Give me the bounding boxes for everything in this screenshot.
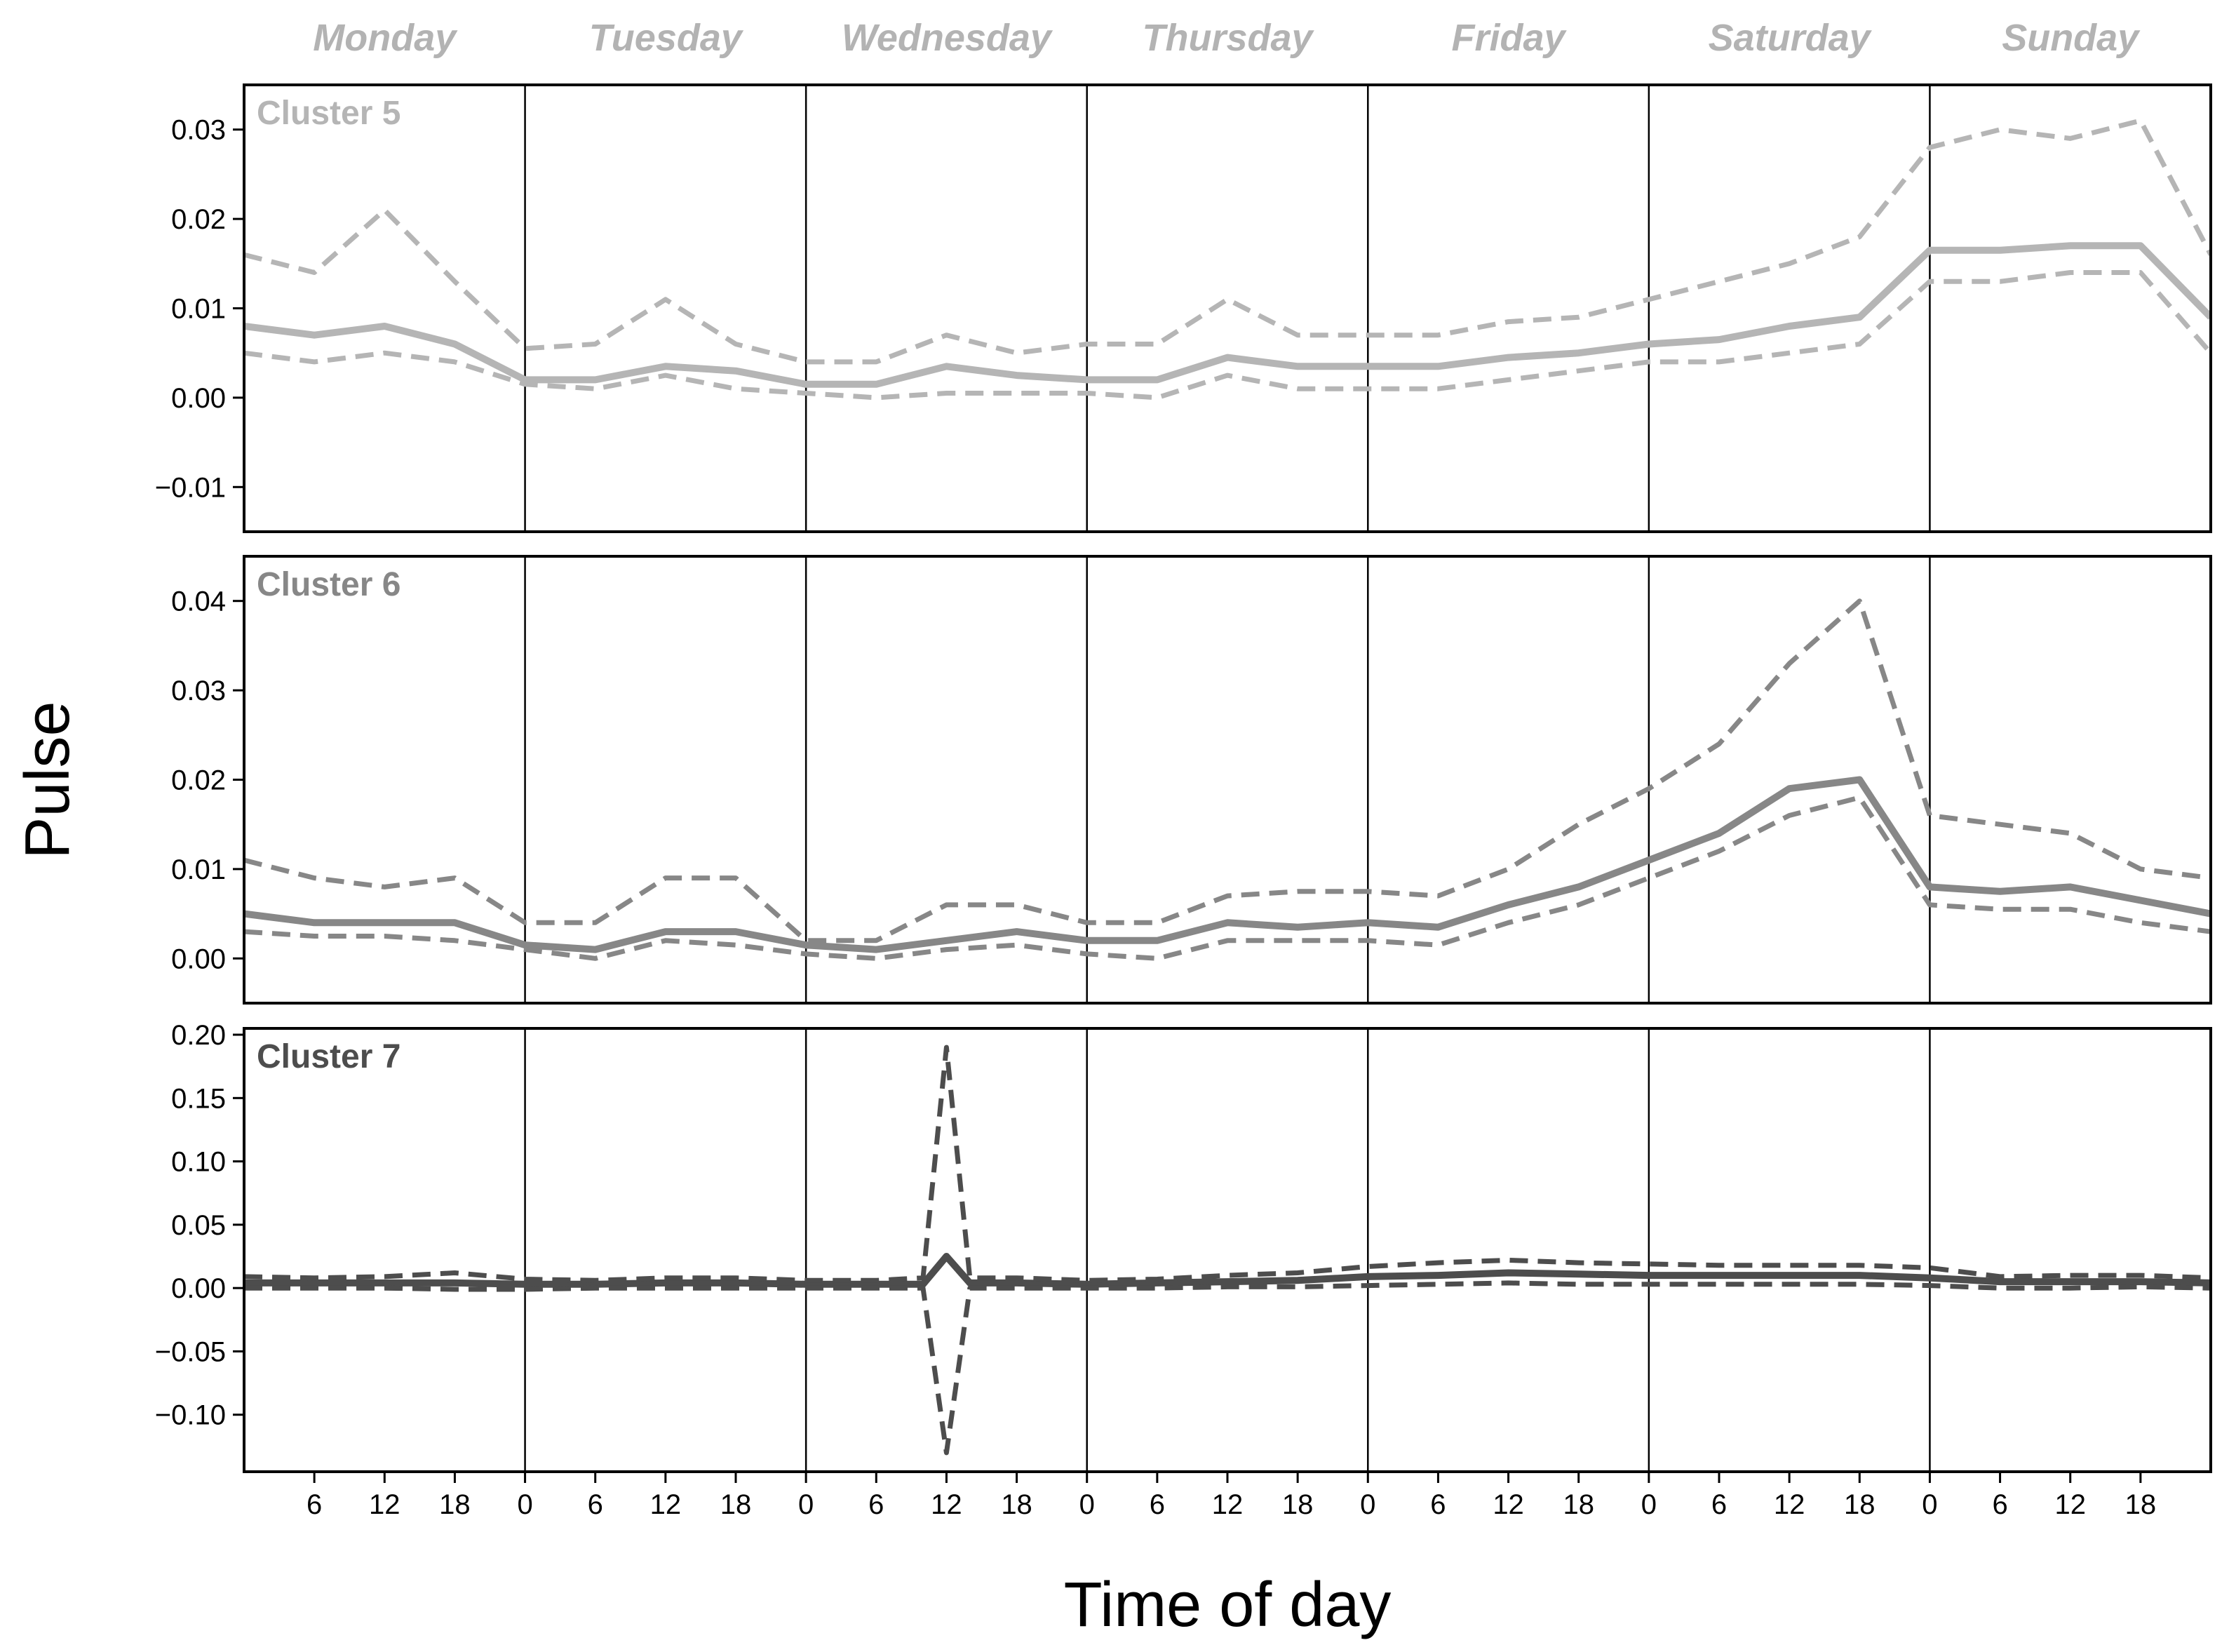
series-lower-line [244, 795, 2211, 961]
x-tick-label: 0 [1079, 1489, 1095, 1520]
y-tick-label: 0.02 [171, 204, 226, 235]
x-tick-label: 6 [1711, 1489, 1727, 1520]
x-tick-label: 18 [1282, 1489, 1314, 1520]
x-tick-label: 18 [1563, 1489, 1594, 1520]
x-tick-label: 12 [1774, 1489, 1805, 1520]
series-mean-line [244, 776, 2211, 953]
panel-3: −0.10 −0.05 0.00 0.05 0.10 0.15 0.20 Cluster 7 [155, 1020, 2212, 1473]
series-upper-line [244, 118, 2211, 365]
series-lower-line [244, 270, 2211, 401]
x-tick-label: 12 [650, 1489, 682, 1520]
day-label-monday: Monday [313, 17, 458, 59]
y-tick-label: 0.15 [171, 1083, 226, 1114]
x-tick-label: 0 [1641, 1489, 1657, 1520]
x-tick-label: 6 [1992, 1489, 2007, 1520]
x-tick-label: 0 [1922, 1489, 1937, 1520]
day-label-friday: Friday [1452, 17, 1568, 59]
x-tick-label: 0 [517, 1489, 532, 1520]
y-tick-label: −0.05 [155, 1336, 226, 1367]
y-tick-label: 0.20 [171, 1020, 226, 1051]
y-tick-label: 0.03 [171, 676, 226, 706]
day-label-thursday: Thursday [1142, 17, 1314, 59]
x-tick-label: 0 [798, 1489, 814, 1520]
x-tick-label: 18 [1844, 1489, 1876, 1520]
panel-2: 0.00 0.01 0.02 0.03 0.04 Cluster 6 [171, 555, 2212, 1005]
y-tick-label: −0.01 [155, 472, 226, 503]
y-tick-label: 0.01 [171, 854, 226, 885]
panel-1: −0.01 0.00 0.01 0.02 0.03 Cluster 5 [155, 83, 2212, 533]
x-tick-label: 18 [1001, 1489, 1032, 1520]
y-tick-label: 0.01 [171, 294, 226, 325]
x-tick-label: 18 [720, 1489, 752, 1520]
y-tick-label: 0.00 [171, 943, 226, 974]
y-tick-label: 0.00 [171, 1273, 226, 1304]
x-tick-label: 0 [1360, 1489, 1375, 1520]
panel-series-group [244, 1045, 2211, 1456]
y-tick-label: 0.05 [171, 1210, 226, 1241]
day-label-tuesday: Tuesday [589, 17, 744, 59]
x-tick-label: 12 [1493, 1489, 1524, 1520]
panel-series-group [244, 598, 2211, 961]
series-lower-line [244, 1280, 2211, 1456]
panel-label: Cluster 7 [257, 1038, 400, 1075]
y-axis-title: Pulse [13, 701, 83, 859]
panel-frame [243, 83, 2212, 533]
day-label-saturday: Saturday [1709, 17, 1873, 59]
x-tick-label: 6 [868, 1489, 884, 1520]
x-tick-label: 12 [931, 1489, 962, 1520]
x-tick-label: 12 [369, 1489, 400, 1520]
x-axis-title: Time of day [1064, 1570, 1392, 1640]
day-label-wednesday: Wednesday [842, 17, 1053, 59]
y-tick-label: 0.04 [171, 586, 226, 617]
y-tick-label: 0.10 [171, 1147, 226, 1178]
x-tick-label: 18 [439, 1489, 471, 1520]
panel-label: Cluster 5 [257, 95, 400, 132]
panel-frame [243, 1027, 2212, 1473]
x-tick-label: 6 [307, 1489, 322, 1520]
panel-label: Cluster 6 [257, 566, 400, 603]
series-mean-line [244, 242, 2211, 388]
x-tick-label: 18 [2125, 1489, 2157, 1520]
y-tick-label: 0.03 [171, 115, 226, 146]
x-tick-label: 6 [1430, 1489, 1446, 1520]
x-tick-label: 12 [2054, 1489, 2086, 1520]
series-mean-line [244, 1253, 2211, 1288]
x-tick-label: 12 [1212, 1489, 1244, 1520]
panel-series-group [244, 118, 2211, 401]
day-label-sunday: Sunday [2002, 17, 2141, 59]
x-tick-label: 6 [588, 1489, 603, 1520]
x-tick-label: 6 [1150, 1489, 1165, 1520]
series-upper-line [244, 598, 2211, 943]
y-tick-label: −0.10 [155, 1400, 226, 1431]
series-upper-line [244, 1045, 2211, 1283]
y-tick-label: 0.00 [171, 383, 226, 414]
y-tick-label: 0.02 [171, 765, 226, 796]
